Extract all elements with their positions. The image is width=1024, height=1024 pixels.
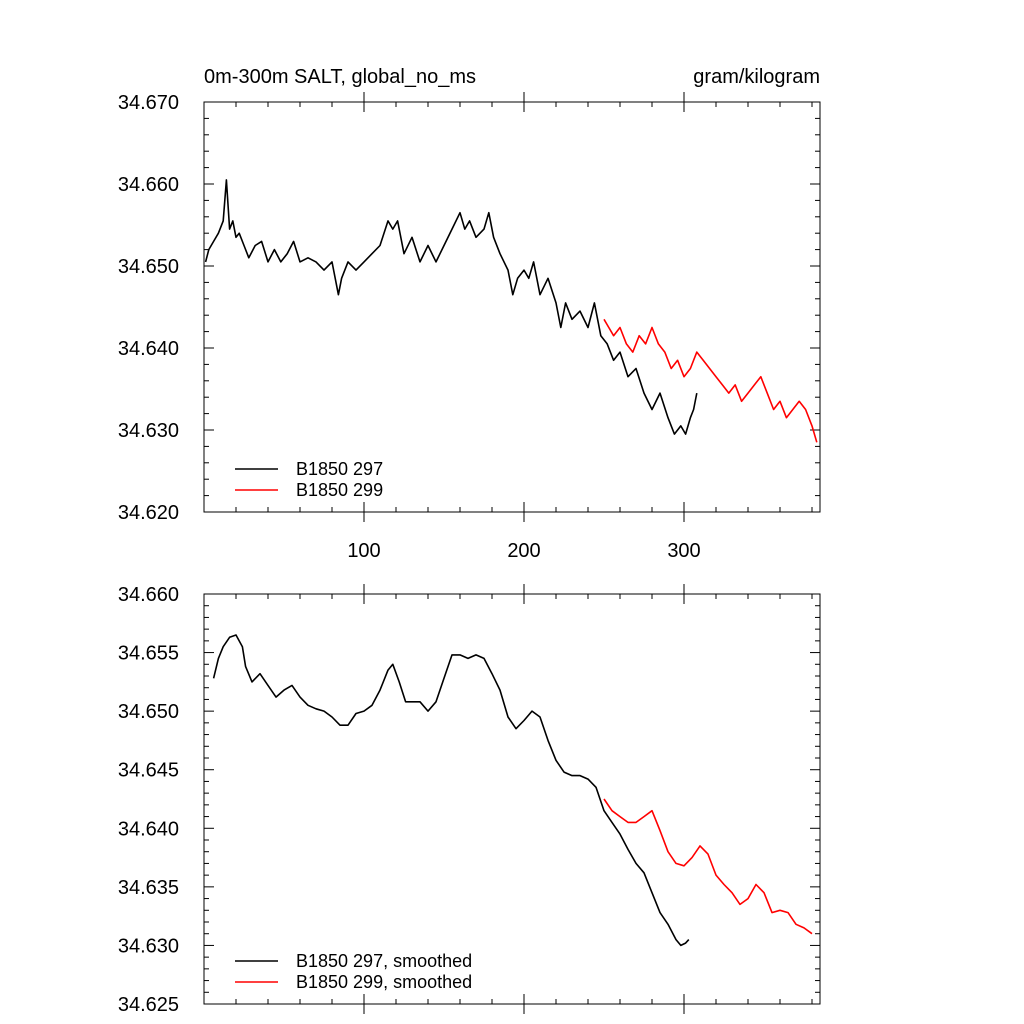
legend-label: B1850 297: [296, 459, 383, 479]
y-tick-label: 34.630: [118, 935, 179, 957]
series-line: [603, 798, 813, 935]
legend-label: B1850 299: [296, 480, 383, 500]
series-line: [603, 318, 818, 443]
series-line: [204, 179, 698, 435]
y-tick-label: 34.660: [118, 584, 179, 606]
y-tick-label: 34.650: [118, 256, 179, 278]
y-tick-label: 34.655: [118, 643, 179, 665]
legend-label: B1850 299, smoothed: [296, 972, 472, 992]
plot-frame: [203, 101, 821, 513]
y-tick-label: 34.640: [118, 338, 179, 360]
top-chart-units: gram/kilogram: [693, 66, 820, 88]
x-tick-label: 200: [507, 540, 540, 562]
top-chart-panel: 34.620 34.630 34.640 34.650 34.660 34.670 100 2…: [118, 92, 821, 562]
y-tick-label: 34.630: [118, 420, 179, 442]
bottom-chart-panel: 34.625 34.630 34.635 34.640 34.645 34.650 34.6…: [118, 584, 821, 1016]
y-tick-label: 34.650: [118, 701, 179, 723]
x-tick-label: 300: [667, 540, 700, 562]
y-tick-label: 34.620: [118, 502, 179, 524]
x-tick-label: 100: [347, 540, 380, 562]
legend-label: B1850 297, smoothed: [296, 951, 472, 971]
y-tick-label: 34.660: [118, 174, 179, 196]
y-tick-label: 34.645: [118, 760, 179, 782]
plot-frame: [203, 593, 821, 1005]
series-line: [212, 634, 690, 947]
y-tick-label: 34.670: [118, 92, 179, 114]
y-tick-label: 34.625: [118, 994, 179, 1016]
top-chart-title: 0m-300m SALT, global_no_ms: [204, 66, 476, 88]
y-tick-label: 34.640: [118, 818, 179, 840]
y-tick-label: 34.635: [118, 877, 179, 899]
